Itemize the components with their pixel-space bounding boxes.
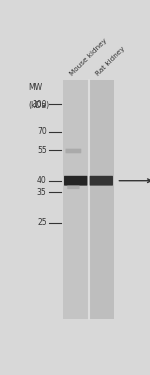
- FancyBboxPatch shape: [64, 176, 87, 186]
- Text: 55: 55: [37, 146, 47, 155]
- Text: Rat kidney: Rat kidney: [95, 45, 126, 77]
- Text: Mouse kidney: Mouse kidney: [69, 37, 109, 77]
- Text: 40: 40: [37, 176, 47, 185]
- FancyBboxPatch shape: [67, 185, 80, 189]
- FancyBboxPatch shape: [66, 148, 81, 153]
- Text: 70: 70: [37, 127, 47, 136]
- Text: MW: MW: [28, 82, 42, 92]
- Text: 35: 35: [37, 188, 47, 197]
- Text: RAP: RAP: [119, 176, 150, 185]
- Text: 100: 100: [32, 100, 47, 109]
- Bar: [88, 80, 114, 320]
- Text: (kDa): (kDa): [28, 101, 49, 110]
- Text: 25: 25: [37, 218, 47, 227]
- Bar: [63, 80, 88, 320]
- FancyBboxPatch shape: [90, 176, 113, 186]
- Bar: [63, 80, 114, 320]
